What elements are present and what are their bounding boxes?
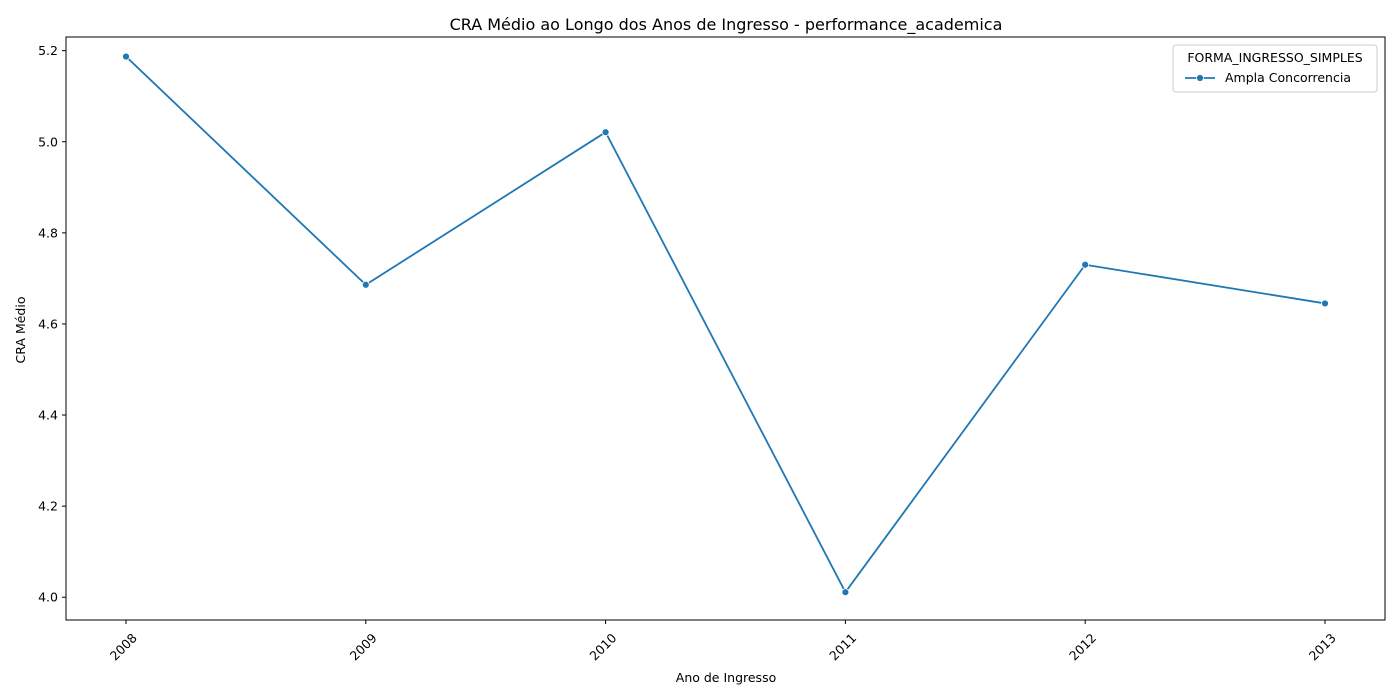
y-tick-label: 5.0 [38,134,58,149]
data-point [841,588,850,597]
data-point [601,128,610,137]
y-axis-ticks: 4.0 4.2 4.4 4.6 4.8 5.0 5.2 [38,43,66,605]
y-tick-label: 4.4 [38,408,58,423]
data-point [1321,299,1329,308]
x-tick-label: 2008 [107,630,140,663]
legend-title: FORMA_INGRESSO_SIMPLES [1187,50,1362,65]
chart-title: CRA Médio ao Longo dos Anos de Ingresso … [450,15,1003,35]
legend-box [1172,44,1378,93]
y-axis-label: CRA Médio [13,297,28,364]
legend: FORMA_INGRESSO_SIMPLES Ampla Concorrenci… [1172,44,1378,93]
x-tick-label: 2012 [1066,630,1099,663]
legend-point-marker [1196,74,1204,82]
y-tick-label: 5.2 [38,43,58,58]
legend-entry-label: Ampla Concorrencia [1225,70,1351,85]
x-axis-ticks: 2008 2009 2010 2011 2012 2013 [107,620,1339,663]
y-tick-label: 4.2 [38,499,58,514]
y-tick-label: 4.0 [38,590,58,605]
x-tick-label: 2009 [347,630,380,663]
series-line [125,55,1326,594]
x-tick-label: 2011 [826,630,859,663]
y-tick-label: 4.6 [38,316,58,331]
data-point [361,280,370,289]
y-tick-label: 4.8 [38,225,58,240]
plot-area [65,36,1386,621]
data-point [1081,260,1090,269]
x-tick-label: 2010 [586,630,619,663]
x-tick-label: 2013 [1306,630,1339,663]
series-layer [122,52,1329,597]
data-point [122,52,130,61]
x-axis-label: Ano de Ingresso [676,670,776,685]
